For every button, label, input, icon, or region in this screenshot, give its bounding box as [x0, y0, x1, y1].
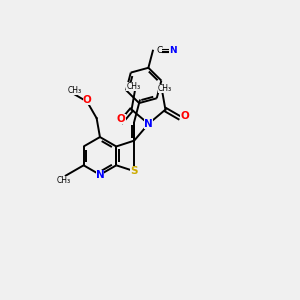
Text: N: N: [144, 119, 153, 129]
Text: O: O: [83, 95, 92, 105]
Text: CH₃: CH₃: [56, 176, 70, 185]
Text: CH₃: CH₃: [68, 86, 82, 95]
Text: CH₃: CH₃: [126, 82, 140, 91]
Text: O: O: [180, 111, 189, 121]
Text: N: N: [96, 170, 104, 180]
Text: O: O: [117, 114, 125, 124]
Text: C: C: [156, 46, 163, 55]
Text: S: S: [130, 166, 138, 176]
Text: N: N: [169, 46, 177, 55]
Text: CH₃: CH₃: [158, 84, 172, 93]
